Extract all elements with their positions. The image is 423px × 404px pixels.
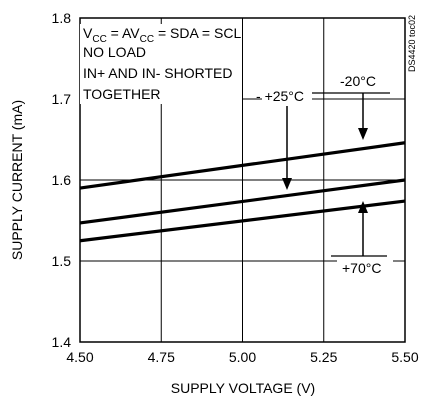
- y-axis-label: SUPPLY CURRENT (mA): [9, 100, 25, 260]
- vcc-subscript: CC: [92, 34, 106, 45]
- conditions-line-3: IN+ AND IN- SHORTED: [83, 65, 233, 81]
- series-line-1: [79, 178, 406, 225]
- y-tick-label: 1.8: [52, 10, 72, 26]
- conditions-line-2: NO LOAD: [83, 44, 146, 60]
- x-tick-label: 5.50: [391, 349, 418, 365]
- y-tick-label: 1.4: [52, 334, 72, 350]
- arrow-head-minus20: [358, 128, 368, 140]
- conditions-note: VCC = AVCC = SDA = SCL NO LOAD IN+ AND I…: [80, 24, 242, 104]
- vcc-text: V: [83, 25, 93, 41]
- y-tick-label: 1.6: [52, 172, 72, 188]
- series-label-plus25: - +25°C: [256, 88, 304, 104]
- x-axis-label: SUPPLY VOLTAGE (V): [171, 380, 315, 396]
- conditions-line-1: VCC = AVCC = SDA = SCL: [83, 25, 241, 45]
- arrow-head-plus25: [282, 178, 292, 190]
- x-tick-label: 4.50: [66, 349, 93, 365]
- avcc-subscript: CC: [140, 34, 154, 45]
- series-lines: [79, 141, 406, 243]
- series-line-0: [79, 141, 406, 190]
- tick-labels: 4.50 4.75 5.00 5.25 5.50 1.4 1.5 1.6 1.7 1.8: [52, 10, 419, 365]
- avcc-text: = AV: [107, 25, 140, 41]
- y-tick-label: 1.5: [52, 253, 72, 269]
- sda-scl-text: = SDA = SCL: [154, 25, 241, 41]
- y-tick-label: 1.7: [52, 91, 72, 107]
- label-minus20: -20°C: [310, 73, 390, 140]
- arrow-head-plus70: [358, 201, 368, 213]
- label-plus70: +70°C: [331, 201, 393, 276]
- x-tick-label: 5.25: [310, 349, 337, 365]
- x-tick-label: 4.75: [148, 349, 175, 365]
- label-plus25: - +25°C: [256, 87, 312, 190]
- plot-frame: [79, 17, 406, 343]
- conditions-line-4: TOGETHER: [83, 86, 161, 102]
- series-label-plus25-text: +25°C: [265, 88, 304, 104]
- series-label-minus20: -20°C: [340, 73, 376, 89]
- figure-id: DS4420 toc02: [407, 15, 417, 72]
- x-tick-label: 5.00: [229, 349, 256, 365]
- series-label-plus70: +70°C: [342, 260, 381, 276]
- series-line-2: [79, 199, 406, 243]
